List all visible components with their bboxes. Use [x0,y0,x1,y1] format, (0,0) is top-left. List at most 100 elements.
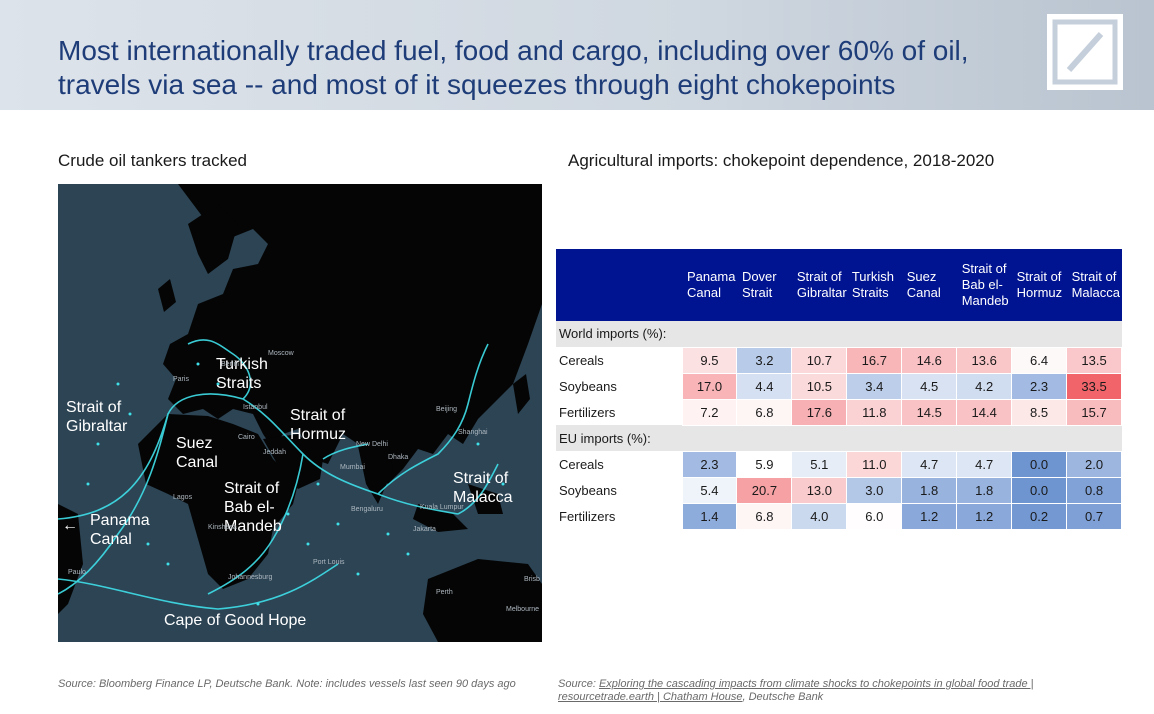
city-label: Cairo [238,434,255,441]
heat-cell: 14.6 [901,346,958,374]
column-header: Strait of Hormuz [1011,249,1067,321]
row-label: Soybeans [559,378,617,394]
deutsche-bank-logo-icon [1047,14,1123,90]
city-label: Beijing [436,406,458,413]
section-row: World imports (%): [556,321,1122,347]
row-label: Cereals [559,352,604,368]
tanker-map: Turkish Straits Strait of Gibraltar Stra… [58,184,542,642]
column-header: Panama Canal [682,249,737,321]
table-row: Fertilizers 7.2 6.8 17.6 11.8 14.5 14.4 8.5 15.7 [556,398,1122,426]
label-turkish-straits: Turkish Straits [216,356,268,392]
heat-cell: 1.8 [956,476,1013,504]
column-header: Suez Canal [901,249,957,321]
heat-cell: 2.0 [1066,450,1122,478]
map-subtitle: Crude oil tankers tracked [58,151,247,170]
column-header: Strait of Malacca [1066,249,1122,321]
map-source: Source: Bloomberg Finance LP, Deutsche B… [58,678,516,690]
source-prefix: Source: [558,678,599,690]
header-banner: Most internationally traded fuel, food a… [0,0,1154,110]
table-row: Soybeans 5.4 20.7 13.0 3.0 1.8 1.8 0.0 0.8 [556,476,1122,504]
heat-cell: 17.6 [791,398,848,426]
city-label: Lagos [173,494,193,501]
source-suffix: , Deutsche Bank [742,691,824,703]
table-row: Soybeans 17.0 4.4 10.5 3.4 4.5 4.2 2.3 33.5 [556,372,1122,400]
city-label: Perth [436,589,453,596]
label-panama-canal: Panama Canal [90,512,150,548]
tanker-dots [86,362,505,606]
chokepoint-table: Panama Canal Dover Strait Strait of Gibral… [556,249,1122,530]
city-label: Melbourne [506,606,540,613]
city-label: Jakarta [413,526,436,533]
label-strait-of-hormuz: Strait of Hormuz [290,407,347,443]
header-corner [556,249,682,321]
heat-cell: 4.0 [791,502,848,530]
heat-cell: 6.8 [736,502,793,530]
city-label: Jeddah [263,449,286,456]
label-bab-el-mandeb: Strait of Bab el-Mandeb [224,480,282,535]
city-label: Kinshasa [208,524,237,531]
heat-cell: 5.4 [681,476,738,504]
table-row: Fertilizers 1.4 6.8 4.0 6.0 1.2 1.2 0.2 0.7 [556,502,1122,530]
source-link[interactable]: Exploring the cascading impacts from cli… [558,678,1034,703]
heat-cell: 1.2 [901,502,958,530]
row-label: Fertilizers [559,508,616,524]
heat-cell: 6.8 [736,398,793,426]
heat-cell: 5.9 [736,450,793,478]
heat-cell: 14.5 [901,398,958,426]
column-header: Strait of Gibraltar [791,249,847,321]
heat-cell: 10.5 [791,372,848,400]
heat-cell: 11.8 [846,398,903,426]
city-label: Kuala Lumpur [420,504,464,511]
heat-cell: 3.2 [736,346,793,374]
heat-cell: 4.7 [901,450,958,478]
heat-cell: 0.7 [1066,502,1122,530]
heat-cell: 4.7 [956,450,1013,478]
label-suez-canal: Suez Canal [176,435,218,471]
tanker-routes [58,339,499,610]
heat-cell: 17.0 [681,372,738,400]
heat-cell: 13.6 [956,346,1013,374]
heat-cell: 14.4 [956,398,1013,426]
heat-cell: 16.7 [846,346,903,374]
arrow-left-icon: ← [62,517,78,534]
city-label: Port Louis [313,559,345,566]
city-label: Johannesburg [228,574,273,581]
heat-cell: 15.7 [1066,398,1122,426]
heat-cell: 4.5 [901,372,958,400]
heat-cell: 7.2 [681,398,738,426]
world-map-graphic [58,184,542,642]
heat-cell: 4.4 [736,372,793,400]
city-label: Berlin [221,361,239,368]
section-label: EU imports (%): [556,425,1122,451]
heat-cell: 0.2 [1011,502,1068,530]
heat-cell: 13.0 [791,476,848,504]
city-label: Mumbai [340,464,365,471]
heat-cell: 8.5 [1011,398,1068,426]
heat-cell: 2.3 [1011,372,1068,400]
section-row: EU imports (%): [556,425,1122,451]
heat-cell: 13.5 [1066,346,1122,374]
section-label: World imports (%): [556,321,1122,347]
page-title: Most internationally traded fuel, food a… [58,35,969,100]
heat-cell: 0.8 [1066,476,1122,504]
column-header: Strait of Bab el-Mandeb [956,249,1012,321]
heat-cell: 1.8 [901,476,958,504]
heat-cell: 0.0 [1011,476,1068,504]
heat-cell: 6.0 [846,502,903,530]
city-label: Paris [173,376,189,383]
label-strait-of-gibraltar: Strait of Gibraltar [66,399,128,435]
city-label: Dhaka [388,454,409,461]
heat-cell: 3.4 [846,372,903,400]
row-label: Soybeans [559,482,617,498]
table-row: Cereals 9.5 3.2 10.7 16.7 14.6 13.6 6.4 13.5 [556,346,1122,374]
table-source: Source: Exploring the cascading impacts … [558,678,1058,704]
city-label: Shanghai [458,429,488,436]
column-header: Dover Strait [736,249,792,321]
label-cape-of-good-hope: Cape of Good Hope [164,612,307,629]
heat-cell: 9.5 [681,346,738,374]
city-label: New Delhi [356,441,388,448]
heat-cell: 1.4 [681,502,738,530]
heat-cell: 5.1 [791,450,848,478]
heat-cell: 4.2 [956,372,1013,400]
heat-cell: 2.3 [681,450,738,478]
